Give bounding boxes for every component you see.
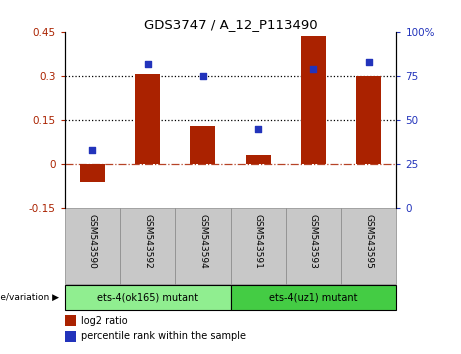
Text: GSM543593: GSM543593: [309, 214, 318, 269]
Bar: [135, 74, 160, 164]
Bar: [65, 285, 230, 310]
Bar: [175, 208, 230, 284]
Text: GSM543590: GSM543590: [88, 214, 97, 269]
Bar: [230, 208, 286, 284]
Text: GSM543591: GSM543591: [254, 214, 263, 269]
Bar: [65, 315, 76, 326]
Text: GSM543594: GSM543594: [198, 214, 207, 269]
Text: ets-4(uz1) mutant: ets-4(uz1) mutant: [269, 293, 358, 303]
Bar: [286, 208, 341, 284]
Bar: [230, 285, 396, 310]
Text: percentile rank within the sample: percentile rank within the sample: [81, 331, 246, 342]
Bar: [356, 76, 381, 164]
Point: [365, 59, 372, 65]
Bar: [341, 208, 396, 284]
Text: GSM543595: GSM543595: [364, 214, 373, 269]
Text: log2 ratio: log2 ratio: [81, 316, 128, 326]
Point: [310, 66, 317, 72]
Point: [199, 73, 207, 79]
Point: [144, 61, 151, 67]
Bar: [65, 208, 120, 284]
Text: ets-4(ok165) mutant: ets-4(ok165) mutant: [97, 293, 198, 303]
Bar: [246, 155, 271, 164]
Title: GDS3747 / A_12_P113490: GDS3747 / A_12_P113490: [144, 18, 317, 31]
Bar: [65, 331, 76, 342]
Bar: [190, 126, 215, 164]
Point: [254, 126, 262, 132]
Bar: [301, 36, 326, 164]
Point: [89, 147, 96, 153]
Bar: [80, 164, 105, 182]
Text: genotype/variation ▶: genotype/variation ▶: [0, 293, 59, 302]
Bar: [120, 208, 175, 284]
Text: GSM543592: GSM543592: [143, 214, 152, 269]
